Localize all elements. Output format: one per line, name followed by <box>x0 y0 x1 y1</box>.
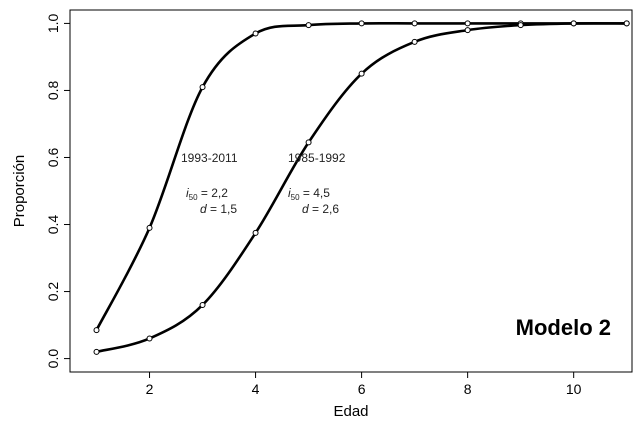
series-line <box>96 21 627 354</box>
data-point <box>199 84 206 91</box>
y-tick-label: 0.8 <box>45 81 61 101</box>
x-axis-label: Edad <box>333 403 368 420</box>
data-point <box>146 224 153 231</box>
annotation-symbol: i <box>186 186 189 200</box>
x-tick-label: 4 <box>252 381 260 397</box>
series-label: 1993-2011 <box>181 151 238 165</box>
y-axis-label: Proporción <box>11 155 28 228</box>
data-point <box>623 20 630 27</box>
data-point <box>199 301 206 308</box>
annotation-symbol: d <box>200 202 207 216</box>
data-point <box>570 20 577 27</box>
model-label: Modelo 2 <box>516 315 611 340</box>
data-point <box>146 335 153 342</box>
annotation: d = 1,5 <box>200 202 237 216</box>
annotation-text: = 1,5 <box>207 202 238 216</box>
plot-frame <box>69 9 633 373</box>
x-tick-label: 10 <box>566 381 582 397</box>
annotation: i50 = 2,2 <box>186 186 228 202</box>
data-point <box>358 70 365 77</box>
data-point <box>93 348 100 355</box>
data-point <box>464 20 471 27</box>
data-point <box>358 20 365 27</box>
data-point <box>517 22 524 29</box>
data-point <box>93 327 100 334</box>
annotation: i50 = 4,5 <box>288 186 330 202</box>
annotation-subscript: 50 <box>291 193 300 202</box>
y-tick-label: 0.0 <box>45 349 61 369</box>
y-tick-label: 0.2 <box>45 282 61 302</box>
annotation-text: = 2,2 <box>198 186 229 200</box>
series-label: 1985-1992 <box>288 151 346 165</box>
data-point <box>411 38 418 45</box>
y-tick-label: 0.4 <box>45 215 61 235</box>
x-tick-label: 8 <box>464 381 472 397</box>
annotation-symbol: d <box>302 202 309 216</box>
annotation-text: = 4,5 <box>300 186 331 200</box>
y-tick-label: 1.0 <box>45 13 61 33</box>
data-point <box>411 20 418 27</box>
data-point <box>305 22 312 29</box>
x-tick-label: 6 <box>358 381 366 397</box>
annotation-text: = 2,6 <box>309 202 340 216</box>
series-line <box>95 21 627 331</box>
data-point <box>252 30 259 37</box>
data-point <box>464 27 471 34</box>
x-tick-label: 2 <box>146 381 154 397</box>
y-tick-label: 0.6 <box>45 148 61 168</box>
data-point <box>305 139 312 146</box>
annotation-symbol: i <box>288 186 291 200</box>
annotation: d = 2,6 <box>302 202 339 216</box>
data-point <box>252 229 259 236</box>
annotation-subscript: 50 <box>189 193 198 202</box>
